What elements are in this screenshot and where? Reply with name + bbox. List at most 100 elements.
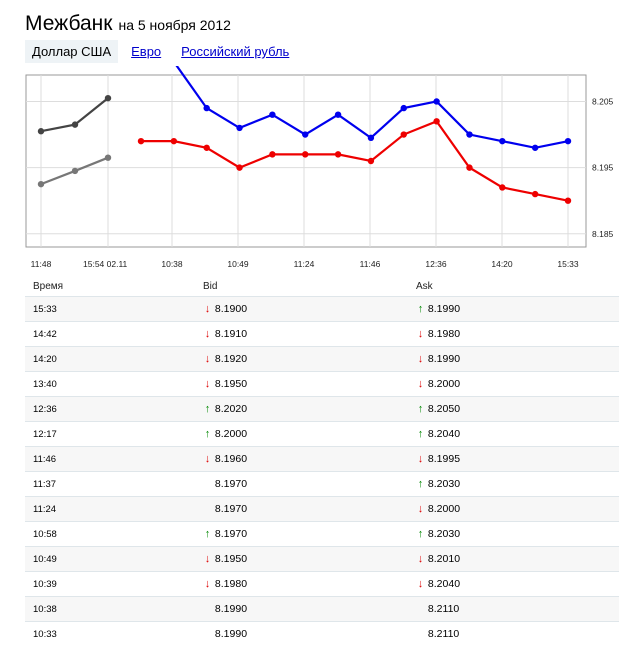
column-header-bid: Bid <box>203 281 218 292</box>
ask-point <box>531 144 539 151</box>
page-title: Межбанк на 5 ноября 2012 <box>25 12 231 36</box>
row-bid-value: 8.2000 <box>212 428 248 440</box>
row-ask-value: 8.2110 <box>425 628 460 640</box>
row-time: 10:39 <box>25 571 203 597</box>
chart-series <box>37 66 572 204</box>
row-ask-value: 8.2000 <box>425 378 461 390</box>
row-bid-value: 8.1990 <box>212 628 248 640</box>
arrow-down-icon: ↓ <box>417 453 424 465</box>
row-time: 12:36 <box>25 396 203 422</box>
table-row: 10:39 ↓ 8.1980 ↓ 8.2040 <box>25 571 619 597</box>
row-ask: ↓ 8.2000 <box>416 371 619 397</box>
row-ask-value: 8.2050 <box>425 403 461 415</box>
prev-ask-point <box>37 128 45 135</box>
arrow-down-icon: ↓ <box>417 353 424 365</box>
x-tick-label: 11:24 <box>294 259 315 269</box>
table-row: 13:40 ↓ 8.1950 ↓ 8.2000 <box>25 371 619 397</box>
table-row: 10:33 8.1990 8.2110 <box>25 621 619 646</box>
row-bid: ↓ 8.1960 <box>203 446 416 472</box>
row-ask-value: 8.2110 <box>425 603 460 615</box>
arrow-down-icon: ↓ <box>204 553 211 565</box>
row-ask-value: 8.1995 <box>425 453 461 465</box>
arrow-down-icon: ↓ <box>204 353 211 365</box>
table-row: 11:37 8.1970 ↑ 8.2030 <box>25 471 619 497</box>
ask-point <box>499 137 506 145</box>
row-bid-value: 8.1960 <box>212 453 248 465</box>
arrow-down-icon: ↓ <box>204 378 211 390</box>
row-ask: ↓ 8.2010 <box>416 546 619 572</box>
column-header-time: Время <box>33 281 64 292</box>
row-bid-value: 8.1950 <box>212 378 248 390</box>
row-ask-value: 8.2040 <box>425 428 461 440</box>
ask-point <box>433 98 440 105</box>
arrow-down-icon: ↓ <box>204 328 211 340</box>
row-time: 12:17 <box>25 421 203 447</box>
row-bid: ↑ 8.2000 <box>203 421 416 447</box>
row-bid-value: 8.1980 <box>212 578 248 590</box>
row-ask: 8.2110 <box>416 596 619 622</box>
row-bid: ↓ 8.1900 <box>203 296 416 322</box>
row-time: 10:38 <box>25 596 203 622</box>
row-bid-value: 8.1990 <box>212 603 248 615</box>
bid-point <box>269 151 276 158</box>
row-time: 14:42 <box>25 321 203 347</box>
table-row: 10:38 8.1990 8.2110 <box>25 596 619 622</box>
row-time: 10:58 <box>25 521 203 547</box>
row-ask: ↓ 8.2000 <box>416 496 619 522</box>
row-bid: ↑ 8.1970 <box>203 521 416 547</box>
row-bid: ↓ 8.1980 <box>203 571 416 597</box>
bid-point <box>334 151 342 158</box>
tab-rub[interactable]: Российский рубль <box>181 44 290 59</box>
arrow-down-icon: ↓ <box>204 453 211 465</box>
ask-line <box>175 66 569 149</box>
bid-point <box>466 164 473 171</box>
table-row: 11:24 8.1970 ↓ 8.2000 <box>25 496 619 522</box>
x-tick-label: 15:54 02.11 <box>83 259 128 269</box>
arrow-down-icon: ↓ <box>417 378 424 390</box>
tab-eur[interactable]: Евро <box>131 44 162 59</box>
y-tick-label: 8.185 <box>592 229 614 239</box>
row-bid: ↑ 8.2020 <box>203 396 416 422</box>
ask-point <box>564 137 572 145</box>
row-ask-value: 8.2030 <box>425 478 461 490</box>
row-time: 10:33 <box>25 621 203 646</box>
row-bid: ↓ 8.1920 <box>203 346 416 372</box>
ask-point <box>367 134 375 142</box>
title-date: на 5 ноября 2012 <box>118 17 231 33</box>
arrow-down-icon: ↓ <box>417 328 424 340</box>
bid-point <box>170 137 178 145</box>
row-bid: ↓ 8.1950 <box>203 546 416 572</box>
arrow-up-icon: ↑ <box>204 528 211 540</box>
row-ask-value: 8.2010 <box>425 553 461 565</box>
ask-point <box>269 111 276 118</box>
row-time: 13:40 <box>25 371 203 397</box>
bid-point <box>433 118 440 125</box>
arrow-up-icon: ↑ <box>417 428 424 440</box>
row-ask-value: 8.2000 <box>425 503 461 515</box>
arrow-down-icon: ↓ <box>417 503 424 515</box>
row-ask: ↑ 8.2030 <box>416 521 619 547</box>
row-ask-value: 8.1990 <box>425 353 461 365</box>
x-tick-label: 10:49 <box>227 259 249 269</box>
y-tick-label: 8.205 <box>592 96 614 106</box>
row-bid-value: 8.1970 <box>212 478 248 490</box>
row-ask: ↓ 8.2040 <box>416 571 619 597</box>
ask-point <box>203 104 210 112</box>
row-ask: ↑ 8.1990 <box>416 296 619 322</box>
rates-table: 15:33 ↓ 8.1900 ↑ 8.1990 14:42 ↓ 8.1910 ↓ 8.19… <box>25 296 619 646</box>
prev-ask-point <box>104 94 112 102</box>
row-bid: 8.1990 <box>203 596 416 622</box>
row-ask: ↓ 8.1990 <box>416 346 619 372</box>
row-ask: ↑ 8.2050 <box>416 396 619 422</box>
bid-point <box>564 197 572 204</box>
row-bid-value: 8.1970 <box>212 503 248 515</box>
ask-point <box>302 131 309 138</box>
tab-usd[interactable]: Доллар США <box>25 40 119 63</box>
column-header-ask: Ask <box>416 281 433 292</box>
arrow-down-icon: ↓ <box>204 578 211 590</box>
row-ask: ↑ 8.2040 <box>416 421 619 447</box>
arrow-down-icon: ↓ <box>417 553 424 565</box>
x-tick-label: 14:20 <box>491 259 513 269</box>
row-ask: ↓ 8.1980 <box>416 321 619 347</box>
prev-bid-point <box>37 180 45 188</box>
